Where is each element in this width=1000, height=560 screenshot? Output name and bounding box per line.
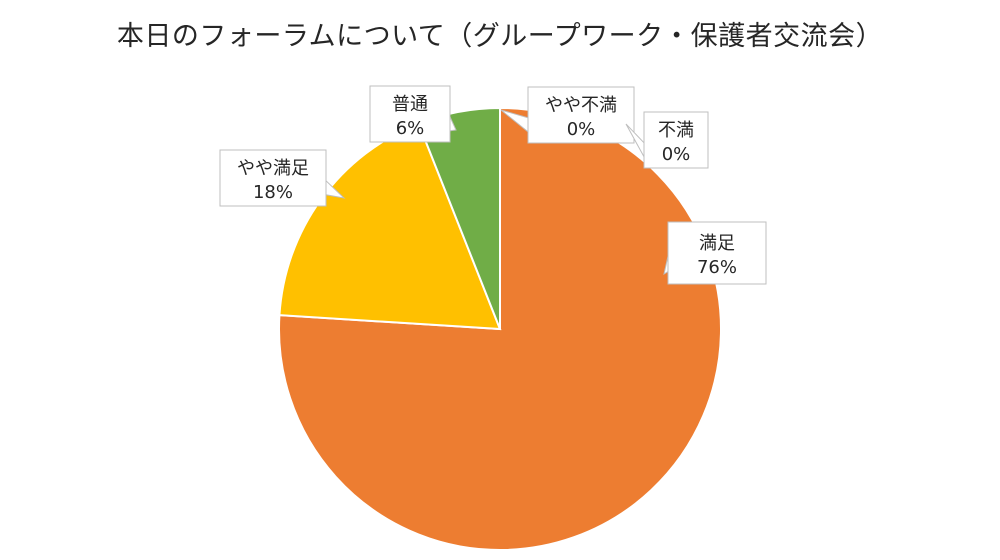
data-labels: 満足 76% やや満足 18% 普通 6% やや不満 0% 不満 0% <box>219 85 767 285</box>
callout-box <box>667 221 767 285</box>
callout-box <box>527 86 635 144</box>
data-label-2: 普通 6% <box>369 85 457 143</box>
data-label-4: 不満 0% <box>625 111 709 169</box>
pie-slices <box>278 106 722 551</box>
data-label-category: 満足 <box>699 233 735 254</box>
data-label-category: 不満 <box>658 120 694 141</box>
data-label-value: 0% <box>567 119 596 140</box>
callout-box <box>643 111 709 169</box>
data-label-value: 6% <box>396 118 425 139</box>
callout-box <box>219 149 327 207</box>
data-label-category: やや満足 <box>237 158 309 179</box>
data-label-category: 普通 <box>392 94 428 115</box>
data-label-value: 76% <box>697 257 737 278</box>
data-label-value: 18% <box>253 182 293 203</box>
chart-title: 本日のフォーラムについて（グループワーク・保護者交流会） <box>116 21 884 52</box>
callout-box <box>369 85 451 143</box>
data-label-0: 満足 76% <box>663 221 767 285</box>
data-label-category: やや不満 <box>545 95 617 116</box>
data-label-1: やや満足 18% <box>219 149 346 207</box>
data-label-value: 0% <box>662 144 691 165</box>
data-label-3: やや不満 0% <box>500 86 635 144</box>
